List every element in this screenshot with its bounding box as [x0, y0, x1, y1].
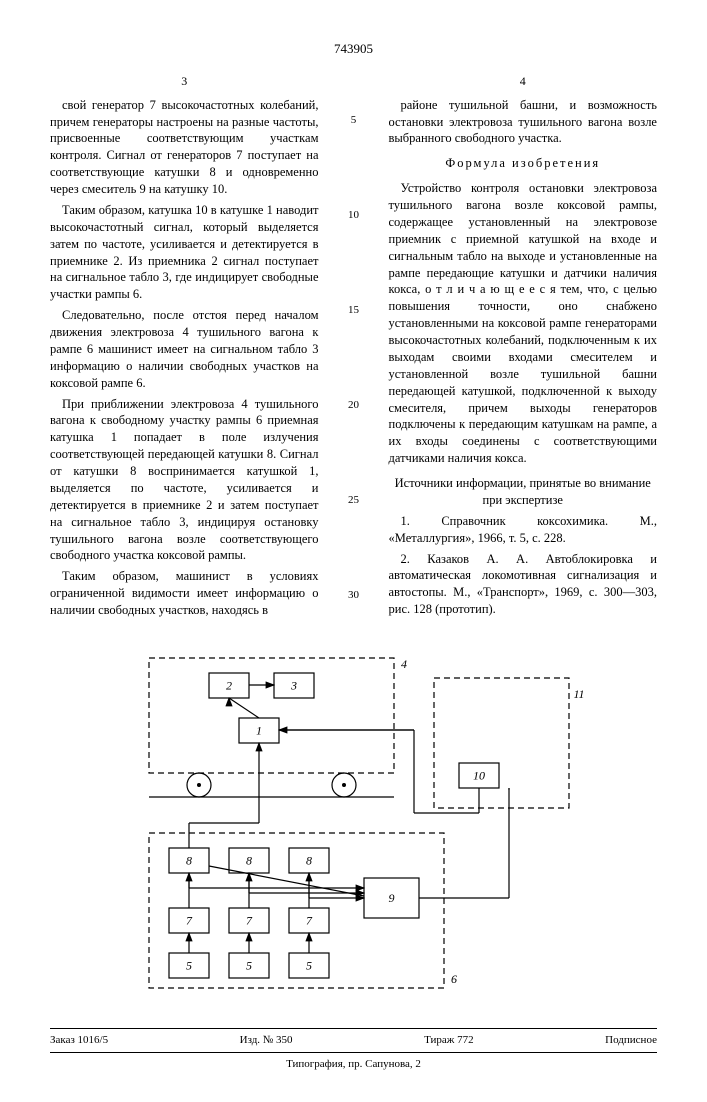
svg-text:5: 5 — [246, 958, 252, 972]
svg-text:10: 10 — [473, 768, 485, 782]
col-num-right: 4 — [389, 73, 658, 89]
document-number: 743905 — [50, 40, 657, 58]
svg-text:1: 1 — [256, 723, 262, 737]
left-column: 3 свой генератор 7 высокочастотных колеб… — [50, 73, 319, 623]
svg-text:7: 7 — [186, 913, 193, 927]
footer-izd: Изд. № 350 — [240, 1033, 293, 1048]
svg-text:6: 6 — [451, 972, 457, 986]
svg-text:7: 7 — [246, 913, 253, 927]
right-column: 4 районе тушильной башни, и возможность … — [389, 73, 658, 623]
svg-text:8: 8 — [306, 853, 312, 867]
svg-text:7: 7 — [306, 913, 313, 927]
para: При приближении электровоза 4 тушильного… — [50, 396, 319, 565]
typography-line: Типография, пр. Сапунова, 2 — [50, 1057, 657, 1072]
svg-text:5: 5 — [306, 958, 312, 972]
circuit-diagram: 2 3 1 10 8 8 8 7 7 7 5 5 5 9 4 11 6 — [114, 648, 594, 1008]
svg-text:2: 2 — [226, 678, 232, 692]
svg-text:11: 11 — [573, 687, 584, 701]
para: районе тушильной башни, и возможность ос… — [389, 97, 658, 148]
line-num: 10 — [344, 208, 364, 223]
footer-bar: Заказ 1016/5 Изд. № 350 Тираж 772 Подпис… — [50, 1028, 657, 1053]
para: Таким образом, машинист в условиях огран… — [50, 568, 319, 619]
col-num-left: 3 — [50, 73, 319, 89]
line-num: 5 — [344, 113, 364, 128]
sources-title: Источники информации, принятые во вниман… — [389, 475, 658, 509]
footer-sub: Подписное — [605, 1033, 657, 1048]
line-num: 30 — [344, 588, 364, 603]
footer-tirazh: Тираж 772 — [424, 1033, 474, 1048]
svg-text:3: 3 — [290, 678, 297, 692]
source-item: 2. Казаков А. А. Автоблокировка и автома… — [389, 551, 658, 619]
svg-text:8: 8 — [186, 853, 192, 867]
para: свой генератор 7 высокочастотных колебан… — [50, 97, 319, 198]
formula-title: Формула изобретения — [389, 155, 658, 172]
source-item: 1. Справочник коксохимика. М., «Металлур… — [389, 513, 658, 547]
para: Следовательно, после отстоя перед начало… — [50, 307, 319, 391]
para: Устройство контроля остановки электровоз… — [389, 180, 658, 467]
line-num: 15 — [344, 303, 364, 318]
svg-text:9: 9 — [388, 891, 394, 905]
svg-text:4: 4 — [401, 657, 407, 671]
text-columns: 3 свой генератор 7 высокочастотных колеб… — [50, 73, 657, 623]
line-num: 20 — [344, 398, 364, 413]
line-number-gutter: 5 10 15 20 25 30 — [344, 73, 364, 623]
svg-text:8: 8 — [246, 853, 252, 867]
svg-text:5: 5 — [186, 958, 192, 972]
para: Таким образом, катушка 10 в катушке 1 на… — [50, 202, 319, 303]
footer-order: Заказ 1016/5 — [50, 1033, 108, 1048]
line-num: 25 — [344, 493, 364, 508]
